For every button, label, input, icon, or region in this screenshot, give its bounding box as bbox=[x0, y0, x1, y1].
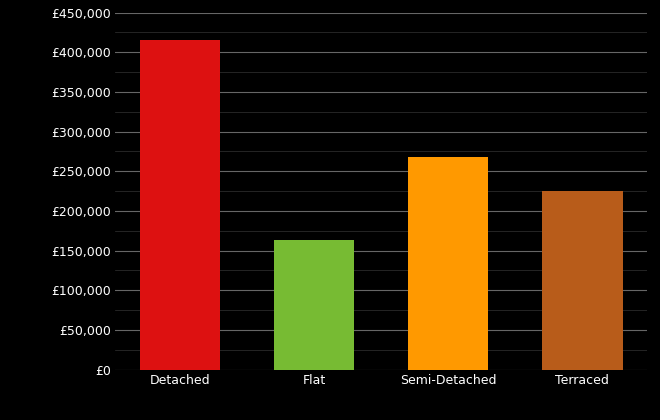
Bar bbox=[542, 191, 622, 370]
Bar bbox=[140, 40, 220, 370]
Bar bbox=[274, 240, 354, 370]
Bar bbox=[408, 157, 488, 370]
